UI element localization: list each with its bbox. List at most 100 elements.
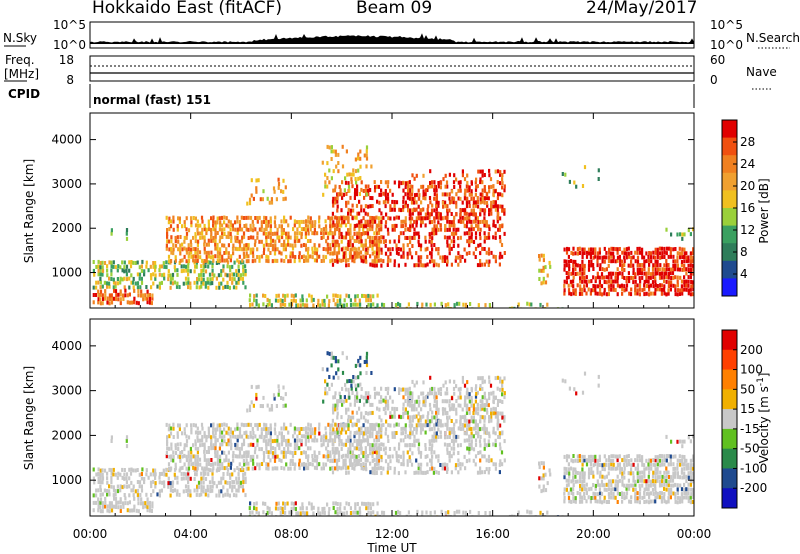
colorbar-tick-label: 28 (740, 135, 755, 149)
power-cell (298, 258, 301, 263)
velocity-cell (530, 510, 533, 515)
velocity-cell (337, 399, 340, 404)
power-cell (496, 219, 499, 224)
velocity-cell (427, 391, 430, 396)
velocity-cell (336, 511, 339, 516)
power-cell (364, 255, 367, 260)
power-cell (425, 302, 428, 307)
power-cell (165, 265, 168, 270)
power-cell (307, 231, 310, 236)
velocity-cell (99, 472, 102, 477)
power-cell (347, 181, 350, 186)
power-cell (503, 208, 506, 213)
velocity-cell (448, 450, 451, 455)
power-cell (488, 227, 491, 232)
velocity-cell (202, 480, 205, 485)
velocity-cell (450, 406, 453, 411)
power-cell (211, 276, 214, 281)
power-cell (336, 251, 339, 256)
velocity-cell (252, 461, 255, 466)
power-cell (364, 250, 367, 255)
velocity-cell (398, 387, 401, 392)
velocity-cell (411, 415, 414, 420)
velocity-cell (154, 476, 157, 480)
power-cell (218, 259, 222, 263)
power-cell (384, 199, 387, 204)
power-cell (614, 259, 617, 264)
velocity-cell (230, 446, 233, 451)
velocity-cell (352, 375, 355, 379)
power-cell (263, 220, 266, 224)
power-cell (339, 302, 342, 307)
velocity-cell (452, 386, 456, 391)
velocity-cell (347, 414, 350, 419)
power-cell (397, 215, 400, 220)
power-cell (278, 235, 281, 240)
velocity-cell (371, 443, 374, 448)
power-cell (156, 284, 159, 289)
power-x-axis (89, 113, 695, 308)
power-cell (369, 223, 372, 228)
power-cell (137, 293, 140, 298)
power-cell (450, 220, 453, 225)
velocity-cell (359, 457, 363, 462)
power-cell (492, 254, 495, 259)
velocity-cell (258, 434, 261, 439)
velocity-cell (352, 415, 355, 420)
velocity-cell (345, 410, 348, 415)
power-cell (465, 251, 468, 256)
velocity-cell (274, 454, 277, 459)
velocity-cell (166, 439, 169, 444)
velocity-cell (549, 472, 552, 477)
velocity-cell (177, 423, 180, 428)
power-cell (243, 246, 246, 251)
power-cell (396, 306, 399, 308)
velocity-cell (409, 415, 412, 420)
velocity-cell (231, 480, 234, 484)
velocity-cell (397, 422, 400, 427)
velocity-cell (429, 407, 432, 412)
velocity-cell (256, 454, 259, 459)
velocity-cell (252, 442, 255, 447)
velocity-cell (422, 396, 425, 401)
power-cell (211, 264, 214, 269)
velocity-cell (194, 446, 197, 451)
velocity-cell (114, 492, 117, 497)
power-cell (340, 239, 343, 244)
power-cell (318, 219, 321, 224)
power-cell (448, 224, 451, 228)
velocity-cell (338, 423, 341, 428)
power-cell (358, 239, 361, 244)
velocity-cell (343, 395, 346, 400)
power-cell (501, 185, 504, 190)
power-cell (287, 239, 290, 243)
velocity-cell (399, 415, 403, 420)
power-cell (435, 200, 439, 205)
velocity-cell (448, 458, 451, 463)
power-cell (446, 262, 449, 267)
power-cell (641, 247, 644, 252)
velocity-cell (345, 470, 348, 475)
velocity-cell (444, 422, 447, 427)
power-cell (459, 212, 462, 217)
velocity-cell (298, 462, 301, 467)
power-cell (309, 224, 312, 229)
velocity-cell (311, 458, 314, 462)
power-cell (148, 293, 151, 297)
power-cell (366, 188, 370, 193)
power-cell (415, 263, 418, 268)
velocity-cell (278, 446, 281, 451)
power-cell (332, 196, 335, 201)
power-cell (612, 271, 615, 276)
power-cell (663, 255, 666, 259)
velocity-cell (316, 454, 319, 459)
velocity-cell (266, 510, 269, 515)
power-cell (178, 216, 181, 221)
power-cell (628, 291, 631, 296)
velocity-cell (373, 438, 376, 443)
velocity-cell (455, 434, 458, 439)
velocity-cell (275, 404, 278, 408)
power-cell (656, 251, 659, 256)
power-cell (194, 247, 197, 252)
velocity-cell (490, 418, 493, 423)
